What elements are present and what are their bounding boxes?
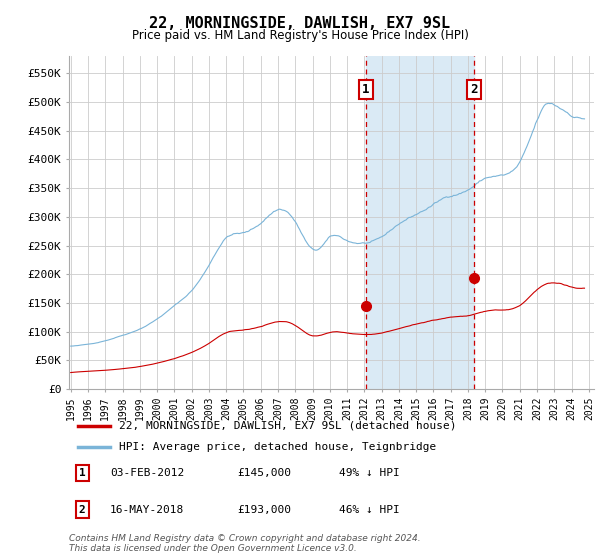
Text: 49% ↓ HPI: 49% ↓ HPI <box>339 468 400 478</box>
Text: HPI: Average price, detached house, Teignbridge: HPI: Average price, detached house, Teig… <box>119 442 436 452</box>
Text: Price paid vs. HM Land Registry's House Price Index (HPI): Price paid vs. HM Land Registry's House … <box>131 29 469 42</box>
Text: 46% ↓ HPI: 46% ↓ HPI <box>339 505 400 515</box>
Text: 22, MORNINGSIDE, DAWLISH, EX7 9SL (detached house): 22, MORNINGSIDE, DAWLISH, EX7 9SL (detac… <box>119 421 457 431</box>
Text: Contains HM Land Registry data © Crown copyright and database right 2024.
This d: Contains HM Land Registry data © Crown c… <box>69 534 421 553</box>
Text: 2: 2 <box>79 505 86 515</box>
Text: £145,000: £145,000 <box>237 468 291 478</box>
Text: 16-MAY-2018: 16-MAY-2018 <box>110 505 184 515</box>
Text: 1: 1 <box>79 468 86 478</box>
Text: 03-FEB-2012: 03-FEB-2012 <box>110 468 184 478</box>
Text: £193,000: £193,000 <box>237 505 291 515</box>
Text: 2: 2 <box>470 83 478 96</box>
Text: 22, MORNINGSIDE, DAWLISH, EX7 9SL: 22, MORNINGSIDE, DAWLISH, EX7 9SL <box>149 16 451 31</box>
Bar <box>366 56 475 389</box>
Text: 1: 1 <box>362 83 370 96</box>
